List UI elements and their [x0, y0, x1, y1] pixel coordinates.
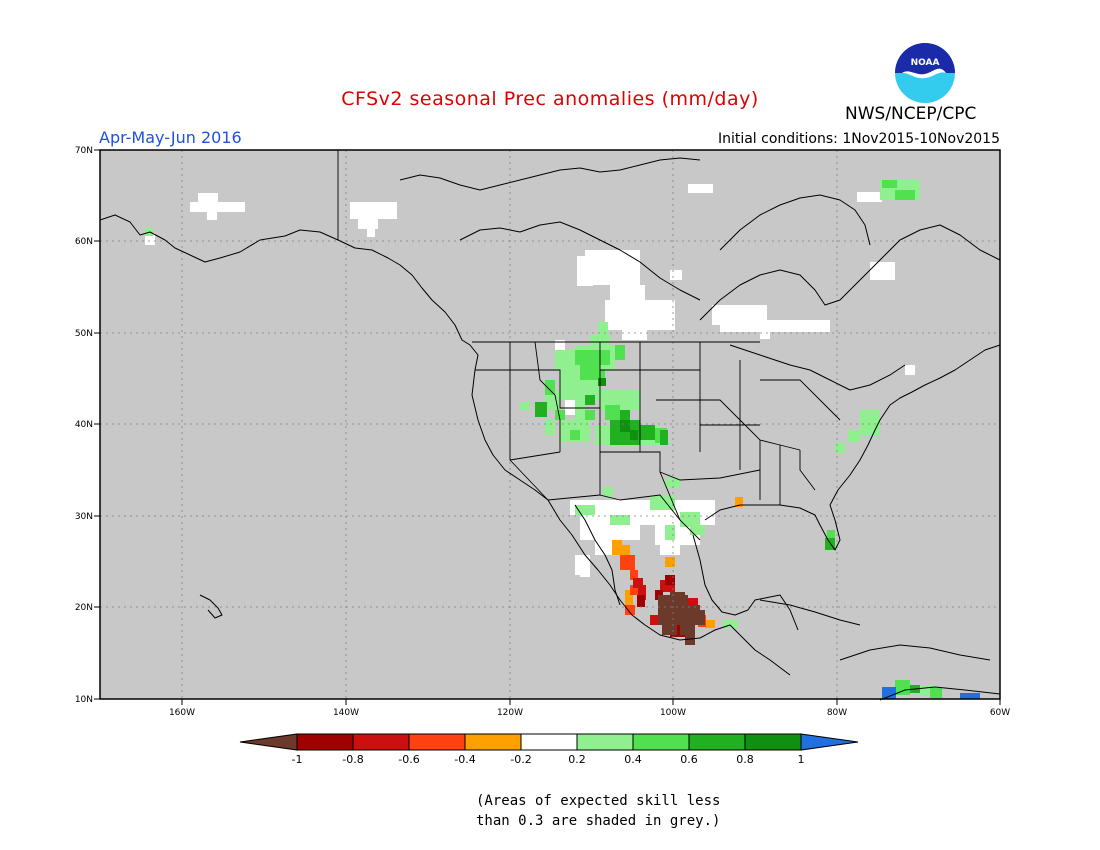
- colorbar-segment: [744, 733, 802, 751]
- orange-areas: [612, 497, 743, 628]
- map-title: CFSv2 seasonal Prec anomalies (mm/day): [341, 88, 759, 110]
- lon-label: 80W: [827, 708, 847, 718]
- colorbar-high-arrow: [800, 733, 859, 751]
- colorbar-segment: [352, 733, 410, 751]
- colorbar-segment: [464, 733, 522, 751]
- lat-label: 60N: [75, 237, 93, 247]
- colorbar-tick-label: -1: [292, 753, 303, 766]
- lon-label: 60W: [990, 708, 1010, 718]
- colorbar-segment: [688, 733, 746, 751]
- colorbar-tick-label: -0.2: [510, 753, 531, 766]
- forecast-period: Apr-May-Jun 2016: [99, 128, 242, 147]
- lat-label: 30N: [75, 512, 93, 522]
- colorbar-segment: [296, 733, 354, 751]
- colorbar-segment: [576, 733, 634, 751]
- colorbar-segment: [632, 733, 690, 751]
- lat-label: 70N: [75, 146, 93, 156]
- colorbar-low-arrow: [239, 733, 298, 751]
- axis-ticks: [94, 149, 1001, 705]
- lon-label: 120W: [497, 708, 523, 718]
- gridlines: [100, 150, 1000, 699]
- lon-label: 140W: [333, 708, 359, 718]
- lat-label: 10N: [75, 695, 93, 705]
- coastlines: [99, 157, 1001, 701]
- agency-label: NWS/NCEP/CPC: [845, 104, 977, 124]
- colorbar-tick-label: 1: [798, 753, 805, 766]
- initial-conditions: Initial conditions: 1Nov2015-10Nov2015: [717, 131, 1000, 147]
- lat-label: 40N: [75, 420, 93, 430]
- noaa-logo-icon: NOAA: [895, 43, 955, 103]
- colorbar-tick-label: 0.8: [736, 753, 754, 766]
- lat-label: 50N: [75, 329, 93, 339]
- colorbar-segment: [520, 733, 578, 751]
- colorbar-segment: [408, 733, 466, 751]
- darkest-green-areas: [598, 378, 638, 440]
- colorbar-tick-label: 0.2: [568, 753, 586, 766]
- colorbar-tick-label: -0.8: [342, 753, 363, 766]
- lat-label: 20N: [75, 603, 93, 613]
- lon-label: 160W: [169, 708, 195, 718]
- lon-label: 100W: [660, 708, 686, 718]
- brown-areas: [658, 592, 705, 645]
- colorbar-labels: -1 -0.8 -0.6 -0.4 -0.2 0.2 0.4 0.6 0.8 1: [292, 753, 805, 766]
- colorbar-tick-label: -0.6: [398, 753, 419, 766]
- colorbar-tick-label: -0.4: [454, 753, 475, 766]
- latitude-labels: 70N 60N 50N 40N 30N 20N 10N: [75, 146, 93, 705]
- colorbar-tick-label: 0.6: [680, 753, 698, 766]
- logo-text: NOAA: [911, 58, 940, 68]
- longitude-labels: 160W 140W 120W 100W 80W 60W: [169, 708, 1010, 718]
- state-borders: [337, 150, 841, 541]
- colorbar-tick-label: 0.4: [624, 753, 642, 766]
- skill-note-line-1: (Areas of expected skill less: [476, 793, 721, 809]
- skill-note: (Areas of expected skill less than 0.3 a…: [476, 791, 736, 831]
- skill-note-line-2: than 0.3 are shaded in grey.): [476, 813, 721, 829]
- colorbar: [239, 733, 859, 751]
- blue-areas: [882, 687, 980, 699]
